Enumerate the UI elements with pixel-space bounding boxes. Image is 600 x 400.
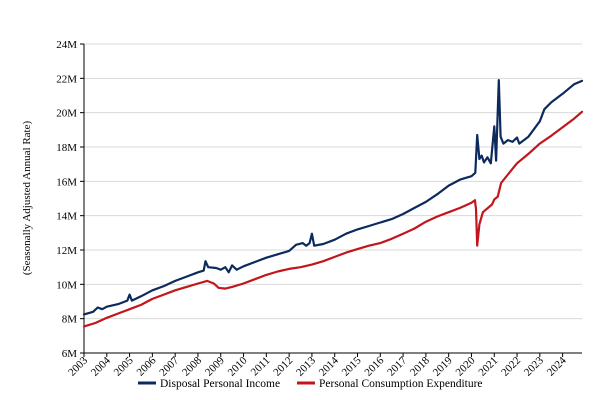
y-tick-label: 6M [62,348,78,360]
y-tick-label: 8M [62,314,78,326]
series-line-1 [82,110,584,328]
series-line-0 [82,79,584,316]
legend-label-1: Personal Consumption Expenditure [319,378,483,390]
y-tick-label: 24M [56,39,77,51]
y-tick-labels: 6M 8M 10M 12M 14M 16M 18M 20M 22M 24M [56,39,77,360]
y-tick-label: 18M [56,142,77,154]
axes [80,43,582,357]
y-tick-label: 12M [56,245,77,257]
y-tick-label: 20M [56,108,77,120]
y-tick-label: 14M [56,211,77,223]
legend-label-0: Disposal Personal Income [160,378,280,390]
y-tick-label: 16M [56,176,77,188]
legend: Disposal Personal Income Personal Consump… [138,378,483,390]
series-lines [82,79,584,328]
y-tick-label: 22M [56,73,77,85]
y-axis-title: (Seasonally Adjusted Annual Rate) [21,121,33,276]
y-tick-label: 10M [56,279,77,291]
